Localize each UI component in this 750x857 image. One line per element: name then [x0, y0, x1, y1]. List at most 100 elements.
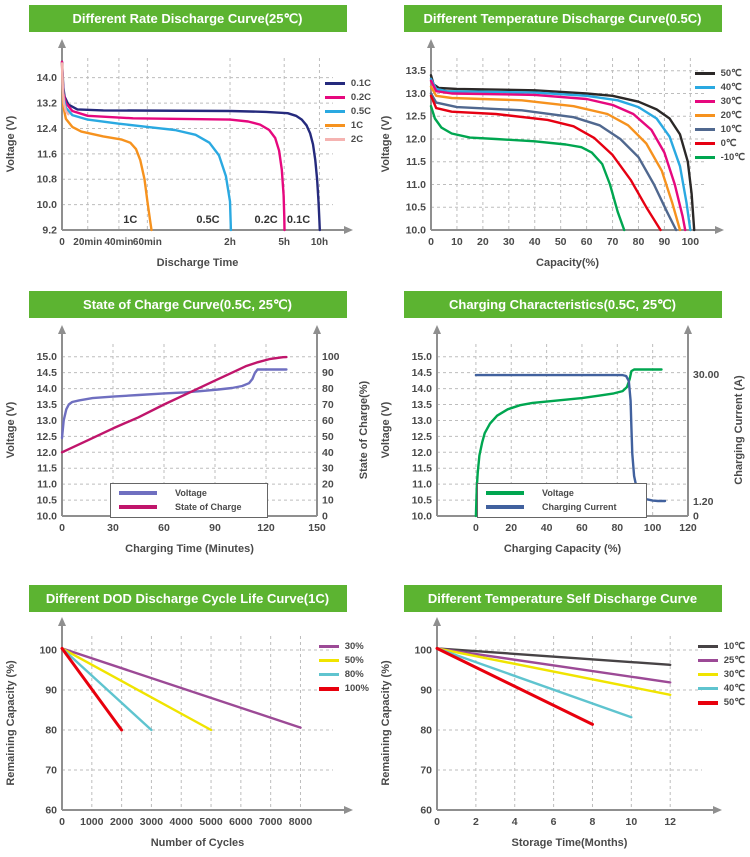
legend-item: State of Charge: [119, 502, 257, 512]
svg-text:40: 40: [529, 236, 541, 248]
legend-item: 10℃: [694, 124, 745, 135]
svg-text:11.5: 11.5: [37, 463, 57, 475]
legend-item: 2C: [324, 134, 371, 145]
legend-label: Charging Current: [542, 502, 617, 512]
svg-text:0: 0: [473, 522, 479, 534]
legend-label: 1C: [350, 120, 364, 131]
svg-text:Voltage (V): Voltage (V): [5, 401, 17, 458]
svg-text:14.0: 14.0: [37, 383, 58, 395]
legend-item: -10℃: [694, 152, 745, 163]
legend-item: 40℃: [694, 82, 745, 93]
temperature-discharge-chart: 0 10 20 30 40 50 60 70 80 90 100 13.5 13.0 12.5 12.0 11…: [380, 39, 724, 269]
legend-swatch: [324, 123, 345, 128]
svg-text:6000: 6000: [229, 816, 253, 828]
series: [429, 74, 696, 232]
svg-text:60: 60: [581, 236, 593, 248]
rate-discharge-chart: 0 20min 40min 60min 2h 5h 10h 14.0 13.2 12.4 11.6 1…: [5, 39, 353, 269]
svg-text:5000: 5000: [199, 816, 223, 828]
legend-item: Charging Current: [486, 502, 636, 512]
svg-text:5h: 5h: [278, 237, 290, 248]
svg-text:70: 70: [322, 399, 334, 411]
svg-text:30: 30: [503, 236, 515, 248]
svg-text:80: 80: [322, 383, 334, 395]
legend-item: 0.2C: [324, 92, 371, 103]
svg-text:1C: 1C: [123, 214, 137, 226]
legend-item: 10℃: [697, 641, 745, 652]
legend-label: 50℃: [720, 68, 742, 79]
svg-text:0: 0: [59, 816, 65, 828]
legend-item: Voltage: [486, 488, 636, 498]
svg-text:80: 80: [45, 725, 57, 737]
axis-labels: Charging Capacity (%) Voltage (V) Charging…: [380, 375, 745, 555]
legend-swatch: [324, 95, 345, 100]
svg-text:0: 0: [322, 511, 328, 523]
legend-item: 1C: [324, 120, 371, 131]
series-Charging Current: [474, 373, 667, 503]
svg-text:12.5: 12.5: [406, 111, 427, 123]
svg-text:12.5: 12.5: [412, 431, 433, 443]
svg-text:90: 90: [45, 685, 57, 697]
svg-text:11.0: 11.0: [406, 179, 426, 191]
grid: [437, 344, 688, 516]
svg-text:80: 80: [633, 236, 645, 248]
series: [435, 646, 672, 726]
svg-text:90: 90: [209, 522, 221, 534]
tick-labels: 0 10 20 30 40 50 60 70 80 90 100 13.5 13.0 12.5 12.0 11…: [406, 65, 700, 248]
axes: [58, 617, 353, 814]
legend-item: 30℃: [697, 669, 745, 680]
legend-swatch: [324, 137, 345, 142]
svg-text:0: 0: [434, 816, 440, 828]
legend-swatch: [119, 491, 157, 495]
legend-item: Voltage: [119, 488, 257, 498]
svg-text:11.0: 11.0: [37, 479, 57, 491]
chart-legend: 30% 50% 80% 100%: [318, 641, 369, 694]
series-30℃: [429, 79, 687, 232]
legend-label: 0℃: [720, 138, 737, 149]
axis-labels: Storage Time(Months) Remaining Capacity (…: [380, 660, 628, 849]
svg-text:15.0: 15.0: [412, 351, 433, 363]
svg-text:14.5: 14.5: [412, 367, 433, 379]
svg-text:3000: 3000: [140, 816, 164, 828]
legend-item: 0.1C: [324, 78, 371, 89]
legend-label: 0.5C: [350, 106, 371, 117]
legend-label: 10℃: [723, 641, 745, 652]
legend-swatch: [119, 505, 157, 509]
axis-labels: Charging Time (Minutes) Voltage (V) State …: [5, 380, 370, 555]
legend-swatch: [318, 658, 339, 663]
svg-text:State of Charge(%): State of Charge(%): [358, 380, 370, 479]
panel-self-discharge: Different Temperature Self Discharge Cur…: [375, 571, 750, 857]
legend-item: 50%: [318, 655, 369, 666]
series-0.5C: [60, 62, 233, 232]
legend-swatch: [697, 700, 718, 705]
svg-text:12.5: 12.5: [37, 431, 58, 443]
svg-text:20: 20: [322, 479, 334, 491]
legend-item: 50℃: [694, 68, 745, 79]
legend-label: 100%: [344, 683, 369, 694]
legend-item: 0℃: [694, 138, 745, 149]
axis-labels: Discharge Time Voltage (V): [5, 115, 238, 269]
svg-text:10h: 10h: [311, 237, 328, 248]
series-10℃: [429, 92, 678, 232]
series-10℃: [435, 647, 672, 666]
series-20℃: [429, 85, 682, 232]
legend-swatch: [324, 109, 345, 114]
legend-item: 100%: [318, 683, 369, 694]
legend-swatch: [697, 644, 718, 649]
svg-text:Capacity(%): Capacity(%): [536, 257, 599, 269]
svg-text:11.5: 11.5: [406, 156, 426, 168]
series: [474, 368, 667, 518]
legend-label: 25℃: [723, 655, 745, 666]
legend-swatch: [694, 113, 715, 118]
panel-state-of-charge: State of Charge Curve(0.5C, 25℃) 0 30 60 90…: [0, 286, 375, 571]
svg-text:7000: 7000: [259, 816, 283, 828]
svg-text:100: 100: [39, 645, 57, 657]
svg-text:10.0: 10.0: [412, 511, 433, 523]
svg-text:50: 50: [555, 236, 567, 248]
legend-swatch: [697, 658, 718, 663]
chart-title-banner: Different Temperature Self Discharge Cur…: [403, 585, 722, 612]
axis-labels: Capacity(%) Voltage (V): [380, 115, 599, 269]
grid: [62, 636, 333, 810]
svg-text:60: 60: [322, 415, 334, 427]
